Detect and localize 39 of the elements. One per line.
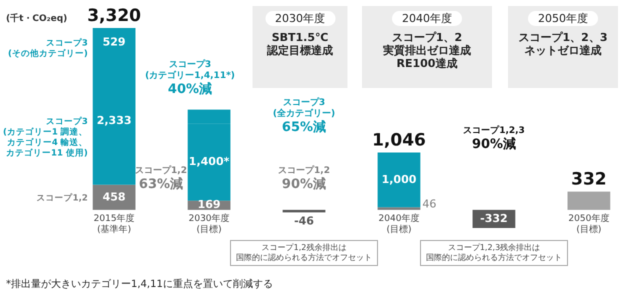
annotation: SBT1.5℃認定目標達成 [267, 31, 333, 57]
x-tick-label: 2050年度 (目標) [568, 212, 610, 235]
total-label: 3,320 [87, 6, 142, 26]
data-label: -46 [294, 214, 314, 228]
total-label: 1,046 [372, 130, 426, 151]
milestone-panel: 2050年度 スコープ1、2、3ネットゼロ達成 [508, 6, 618, 88]
annotation: スコープ1,2 63%減 [135, 166, 187, 192]
data-label: 2,333 [96, 114, 132, 127]
bar [568, 192, 610, 210]
annotation: スコープ1、2、3ネットゼロ達成 [518, 31, 608, 57]
milestone-panel: 2040年度 スコープ1、2実質排出ゼロ達成RE100達成 [362, 6, 492, 88]
annotation: スコープ1,2,3 90%減 [463, 126, 525, 152]
text: スコープ1,2,3残余排出は国際的に認められる方法でオフセット [426, 243, 562, 263]
text: *排出量が大きいカテゴリー1,4,11に重点を置いて削減する [6, 278, 273, 291]
data-label: 46 [422, 197, 436, 210]
bar [92, 184, 136, 210]
text: スコープ1,2残余排出は国際的に認められる方法でオフセット [236, 243, 372, 263]
annotation: スコープ1、2実質排出ゼロ達成RE100達成 [383, 31, 471, 70]
series-label: スコープ3 (カテゴリー1 調達、カテゴリー4 輸送、カテゴリー11 使用) [2, 116, 88, 158]
annotation: スコープ3 (全カテゴリー) 65%減 [272, 98, 336, 135]
data-label: -332 [480, 212, 508, 225]
data-label: 529 [102, 35, 126, 48]
bar [282, 210, 326, 212]
data-label: 1,000 [382, 172, 417, 186]
y-axis-title: (千t・CO₂eq) [6, 12, 68, 25]
x-tick-label: 2040年度 (目標) [378, 212, 420, 235]
data-label: 458 [102, 190, 126, 204]
data-label: 1,400* [188, 155, 230, 168]
annotation: スコープ3 (カテゴリー1,4,11*) 40%減 [145, 60, 235, 97]
series-label: スコープ3 (その他カテゴリー) [8, 37, 88, 59]
milestone-panel: 2030年度 SBT1.5℃認定目標達成 [252, 6, 348, 88]
data-label: 169 [198, 198, 221, 212]
x-tick-label: 2030年度 (目標) [188, 212, 230, 235]
bar [378, 207, 420, 210]
bar [378, 152, 420, 208]
annotation: スコープ1,2 90%減 [278, 166, 330, 192]
x-tick-label: 2015年度 (基準年) [94, 212, 135, 235]
total-label: 332 [571, 170, 607, 190]
series-label: スコープ1,2 [36, 192, 88, 204]
